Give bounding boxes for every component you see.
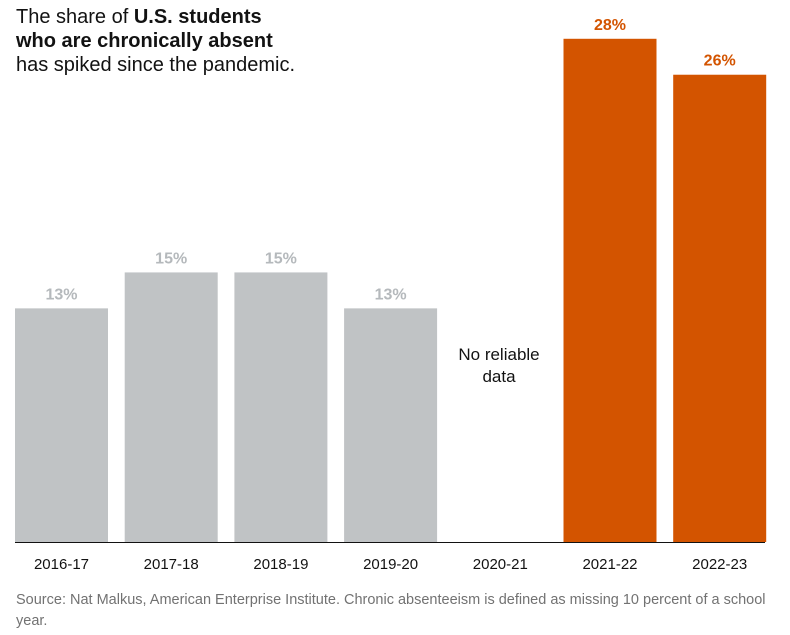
data-label-2017-18: 15%: [155, 250, 187, 267]
data-label-2021-22: 28%: [594, 17, 626, 34]
no-data-annotation: No reliable data: [458, 345, 540, 386]
data-label-2022-23: 26%: [704, 53, 736, 70]
bar-2017-18: [124, 272, 218, 542]
title-part-2: has spiked since the pandemic.: [16, 54, 296, 76]
bar-2021-22: [563, 38, 657, 543]
data-label-2019-20: 13%: [375, 286, 407, 303]
data-label-2018-19: 15%: [265, 250, 297, 267]
bar-2019-20: [344, 308, 438, 542]
x-tick-label-2016-17: 2016-17: [34, 556, 89, 573]
title-part-1: The share of: [16, 6, 134, 28]
x-tick-label-2018-19: 2018-19: [253, 556, 308, 573]
bar-2018-19: [234, 272, 328, 542]
bar-2022-23: [673, 74, 767, 543]
x-tick-label-2022-23: 2022-23: [692, 556, 747, 573]
x-tick-label-2019-20: 2019-20: [363, 556, 418, 573]
x-tick-label-2020-21: 2020-21: [473, 556, 528, 573]
title-bold: U.S. students who are chronically absent: [16, 6, 273, 52]
chart-title: The share of U.S. students who are chron…: [16, 5, 306, 77]
data-label-2016-17: 13%: [45, 286, 77, 303]
bar-2016-17: [15, 308, 108, 542]
x-tick-label-2017-18: 2017-18: [144, 556, 199, 573]
x-tick-label-2021-22: 2021-22: [582, 556, 637, 573]
source-note: Source: Nat Malkus, American Enterprise …: [16, 592, 766, 629]
